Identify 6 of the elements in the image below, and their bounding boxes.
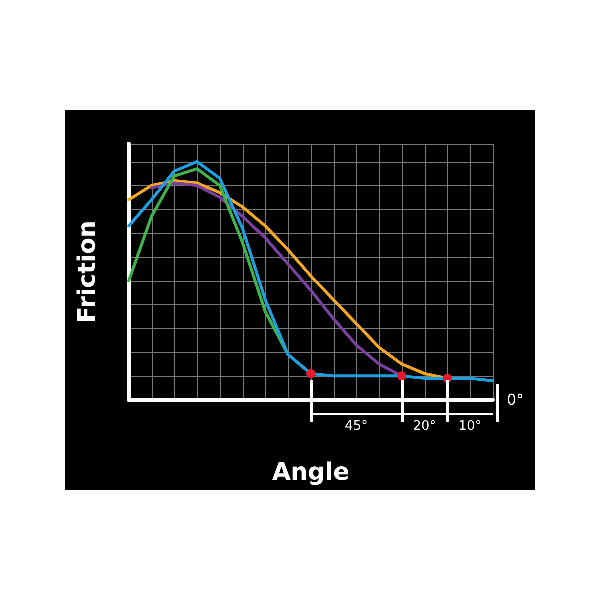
text: 20° (413, 419, 436, 434)
text: 0° (507, 391, 524, 409)
text: 10° (458, 419, 482, 434)
x-axis-title: Angle (272, 458, 350, 486)
y-axis-title: Friction (73, 220, 101, 324)
text: 45° (344, 419, 368, 434)
